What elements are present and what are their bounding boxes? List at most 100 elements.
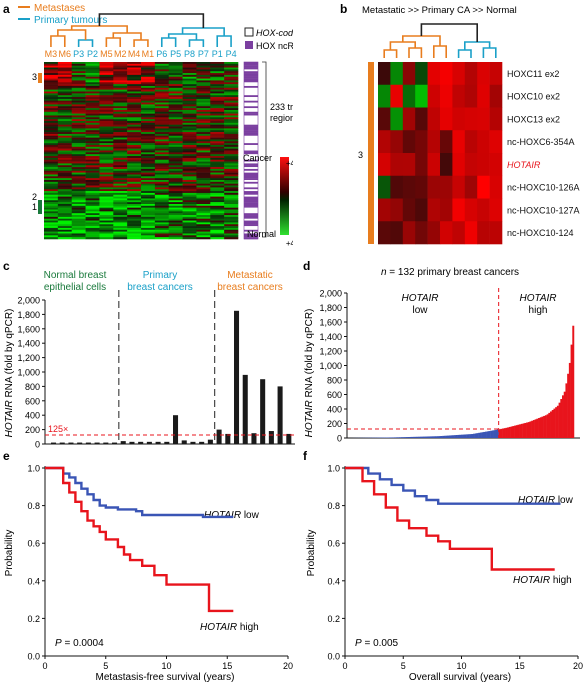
- heatmap-cell: [71, 102, 86, 105]
- heatmap-cell: [71, 213, 86, 216]
- heatmap-cell: [196, 100, 211, 103]
- heatmap-cell: [154, 216, 170, 220]
- heatmap-b-cell: [440, 175, 453, 199]
- heatmap-cell: [85, 231, 100, 234]
- heatmap-cell: [182, 198, 197, 201]
- heatmap-cell: [71, 191, 86, 194]
- heatmap-cell: [141, 117, 156, 120]
- bar: [173, 415, 179, 444]
- heatmap-cell: [99, 132, 114, 135]
- heatmap-cell: [141, 200, 156, 203]
- sample-bar: [563, 391, 566, 438]
- heatmap-cell: [127, 150, 142, 153]
- heatmap-cell: [141, 187, 156, 190]
- heatmap-cell: [71, 180, 86, 183]
- heatmap-cell: [182, 152, 197, 155]
- heatmap-cell: [99, 170, 114, 173]
- heatmap-cell: [210, 148, 225, 151]
- heatmap-cell: [196, 106, 211, 109]
- heatmap-cell: [141, 191, 156, 194]
- hox-bar-cell: [244, 154, 258, 157]
- heatmap-cell: [99, 62, 114, 65]
- heatmap-cell: [57, 215, 73, 218]
- sample-bar: [450, 435, 453, 438]
- dendrogram-b-branch: [464, 41, 491, 50]
- heatmap-cell: [127, 85, 142, 89]
- panel-d: d n = 132 primary breast cancers HOTAIR …: [303, 259, 580, 444]
- sample-bar: [486, 431, 489, 438]
- panel-b-title: Metastatic >> Primary CA >> Normal: [362, 5, 517, 16]
- sample-bar: [454, 435, 457, 438]
- heatmap-cell: [224, 218, 239, 221]
- heatmap-cell: [168, 109, 183, 113]
- heatmap-cell: [224, 167, 239, 170]
- sample-bar: [414, 436, 417, 438]
- heatmap-cell: [196, 180, 211, 183]
- heatmap-cell: [168, 198, 183, 201]
- panel-a-letter: a: [3, 2, 10, 16]
- heatmap-cell: [196, 176, 211, 179]
- sample-bar: [466, 434, 469, 438]
- heatmap-cell: [182, 200, 197, 203]
- heatmap-cell: [99, 65, 114, 68]
- heatmap-cell: [85, 109, 100, 113]
- heatmap-b-cell: [390, 107, 404, 131]
- heatmap-cell: [141, 181, 156, 184]
- heatmap-cell: [182, 156, 197, 159]
- hox-bar-cell: [244, 180, 258, 183]
- heatmap-cell: [224, 117, 239, 120]
- hox-bar-cell: [244, 73, 258, 76]
- heatmap-cell: [127, 126, 142, 129]
- heatmap-cell: [57, 203, 73, 207]
- heatmap-b-cell: [489, 84, 503, 108]
- heatmap-cell: [168, 209, 183, 212]
- heatmap-cell: [44, 85, 59, 89]
- heatmap-cell: [127, 189, 142, 192]
- heatmap-cell: [71, 82, 86, 85]
- dendrogram-branch: [188, 39, 205, 47]
- heatmap-cell: [85, 143, 100, 146]
- hox-bar-cell: [244, 178, 258, 181]
- heatmap-cell: [154, 80, 170, 83]
- heatmap-cell: [85, 113, 100, 116]
- sample-bar: [413, 436, 416, 438]
- heatmap-cell: [196, 172, 211, 175]
- heatmap-cell: [182, 144, 197, 148]
- bar: [216, 429, 222, 444]
- heatmap-cell: [168, 211, 183, 214]
- heatmap-cell: [85, 124, 100, 127]
- heatmap-cell: [210, 67, 225, 70]
- heatmap-cell: [99, 165, 114, 168]
- heatmap-cell: [141, 71, 156, 74]
- hox-bar-cell: [244, 121, 258, 124]
- bar: [112, 442, 118, 444]
- heatmap-cell: [224, 163, 239, 166]
- heatmap-cell: [141, 91, 156, 94]
- heatmap-cell: [141, 161, 156, 164]
- heatmap-cell: [57, 137, 73, 140]
- gene-label: HOXC10 ex2: [507, 92, 560, 102]
- hox-bar-cell: [244, 62, 258, 65]
- heatmap-cell: [168, 152, 183, 155]
- heatmap-cell: [71, 229, 86, 232]
- heatmap-cell: [182, 196, 197, 199]
- heatmap-cell: [141, 196, 156, 199]
- heatmap-cell: [99, 229, 114, 232]
- heatmap-cell: [85, 170, 100, 173]
- heatmap-cell: [210, 187, 225, 190]
- heatmap-cell: [224, 183, 239, 186]
- heatmap-cell: [182, 132, 197, 135]
- heatmap-cell: [224, 170, 239, 173]
- heatmap-cell: [141, 67, 156, 70]
- heatmap-cell: [127, 76, 142, 79]
- hox-bar-cell: [244, 220, 258, 223]
- gene-label: HOTAIR: [507, 160, 541, 170]
- key-exons: HOX-coding exons: [256, 28, 293, 38]
- hox-bar-cell: [244, 150, 258, 153]
- heatmap-cell: [141, 100, 156, 103]
- heatmap-cell: [196, 211, 211, 214]
- heatmap-cell: [154, 82, 170, 85]
- heatmap-cell: [196, 132, 211, 135]
- heatmap-cell: [210, 146, 225, 149]
- heatmap-cell: [57, 100, 73, 103]
